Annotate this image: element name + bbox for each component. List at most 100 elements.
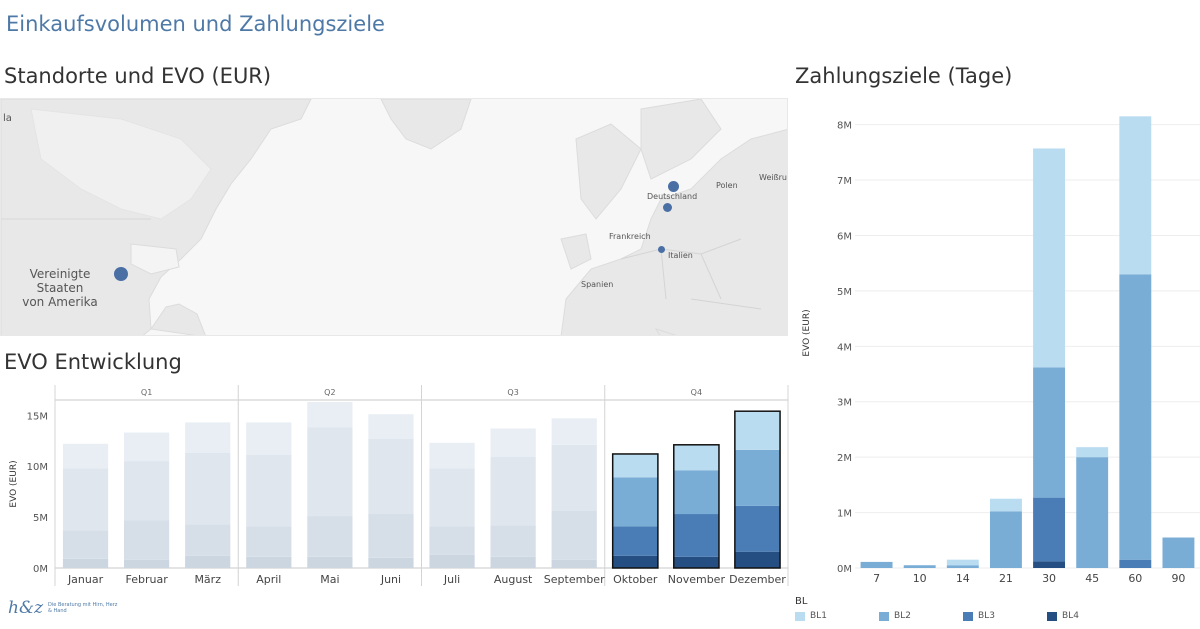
bar-segment-bl1[interactable] bbox=[185, 422, 231, 453]
bar-segment-bl1[interactable] bbox=[1033, 148, 1066, 368]
location-marker-deutschland-north[interactable] bbox=[668, 181, 679, 192]
bar-segment-bl1[interactable] bbox=[1076, 447, 1109, 458]
bar-segment-bl1[interactable] bbox=[490, 428, 536, 458]
bar-segment-bl3[interactable] bbox=[1119, 559, 1152, 568]
bar-segment-bl3[interactable] bbox=[246, 526, 292, 557]
bar-segment-bl2[interactable] bbox=[903, 565, 936, 568]
y-tick-label: 4M bbox=[837, 342, 852, 353]
dashboard-title: Einkaufsvolumen und Zahlungsziele bbox=[6, 12, 385, 36]
bar-segment-bl1[interactable] bbox=[734, 411, 781, 450]
bar-segment-bl3[interactable] bbox=[673, 514, 719, 557]
legend-swatch bbox=[963, 611, 973, 621]
bar-segment-bl1[interactable] bbox=[551, 418, 597, 445]
y-tick-label: 10M bbox=[27, 462, 48, 473]
bar-segment-bl2[interactable] bbox=[246, 454, 292, 527]
x-tick-label: Januar bbox=[67, 573, 104, 586]
company-logo: h&z Die Beratung mit Hirn, Herz & Hand bbox=[8, 598, 118, 618]
map-background bbox=[1, 99, 787, 335]
evo-development-chart[interactable]: Q1 Q2 Q3 Q4 0M 5M 10M 15M EVO (EUR) Januar Februar… bbox=[0, 382, 790, 592]
bar-segment-bl4[interactable] bbox=[307, 556, 353, 568]
bar-segment-bl4[interactable] bbox=[1033, 561, 1066, 568]
bar-segment-bl4[interactable] bbox=[673, 556, 719, 568]
bar-segment-bl2[interactable] bbox=[124, 461, 170, 521]
bar-segment-bl1[interactable] bbox=[62, 443, 109, 469]
bar-segment-bl1[interactable] bbox=[612, 453, 658, 478]
bar-segment-bl2[interactable] bbox=[307, 427, 353, 517]
legend-swatch bbox=[795, 611, 805, 621]
bar-segment-bl2[interactable] bbox=[1076, 457, 1109, 568]
legend-label: BL2 bbox=[894, 611, 911, 621]
bar-segment-bl2[interactable] bbox=[551, 444, 597, 511]
bar-segment-bl3[interactable] bbox=[307, 516, 353, 557]
bar-segment-bl1[interactable] bbox=[368, 414, 414, 439]
legend-item-bl1[interactable]: BL1 bbox=[795, 611, 827, 621]
bar-segment-bl4[interactable] bbox=[490, 556, 536, 568]
legend-item-bl4[interactable]: BL4 bbox=[1047, 611, 1079, 621]
bar-segment-bl2[interactable] bbox=[1119, 274, 1152, 560]
legend-item-bl3[interactable]: BL3 bbox=[963, 611, 995, 621]
bar-segment-bl1[interactable] bbox=[989, 498, 1022, 512]
bar-segment-bl2[interactable] bbox=[185, 452, 231, 525]
bar-segment-bl1[interactable] bbox=[673, 444, 719, 471]
legend-swatch bbox=[1047, 611, 1057, 621]
bar-segment-bl3[interactable] bbox=[551, 510, 597, 560]
location-marker-italien[interactable] bbox=[658, 246, 665, 253]
legend-label: BL3 bbox=[978, 611, 995, 621]
bar-segment-bl2[interactable] bbox=[1033, 367, 1066, 498]
x-tick-label: September bbox=[544, 573, 605, 586]
location-marker-usa[interactable] bbox=[114, 267, 128, 281]
bar-segment-bl3[interactable] bbox=[62, 530, 109, 559]
bar-segment-bl3[interactable] bbox=[185, 524, 231, 556]
bar-segment-bl1[interactable] bbox=[429, 442, 475, 469]
bar-segment-bl1[interactable] bbox=[124, 432, 170, 462]
bar-segment-bl2[interactable] bbox=[1162, 537, 1195, 568]
bar-segment-bl2[interactable] bbox=[673, 470, 719, 515]
map-label-frankreich: Frankreich bbox=[609, 232, 651, 241]
bar-segment-bl2[interactable] bbox=[490, 457, 536, 526]
bar-segment-bl1[interactable] bbox=[946, 559, 979, 566]
bar-segment-bl4[interactable] bbox=[368, 557, 414, 568]
bar-segment-bl3[interactable] bbox=[612, 526, 658, 556]
bar-segment-bl2[interactable] bbox=[429, 468, 475, 527]
x-tick-label: April bbox=[256, 573, 281, 586]
y-tick-label: 15M bbox=[27, 411, 48, 422]
logo-mark: h&z bbox=[8, 598, 44, 618]
bar-segment-bl1[interactable] bbox=[246, 422, 292, 455]
map-label-spanien: Spanien bbox=[581, 280, 614, 289]
bar-segment-bl4[interactable] bbox=[612, 555, 658, 568]
y-axis-label: EVO (EUR) bbox=[802, 309, 812, 356]
location-marker-deutschland-south[interactable] bbox=[663, 203, 672, 212]
bar-segment-bl4[interactable] bbox=[124, 559, 170, 568]
bar-segment-bl4[interactable] bbox=[185, 555, 231, 568]
legend-item-bl2[interactable]: BL2 bbox=[879, 611, 911, 621]
bar-segment-bl2[interactable] bbox=[989, 511, 1022, 568]
bar-segment-bl1[interactable] bbox=[307, 402, 353, 428]
bar-segment-bl4[interactable] bbox=[551, 559, 597, 568]
bar-highlight-outline bbox=[611, 453, 659, 569]
y-tick-label: 2M bbox=[837, 453, 852, 464]
bar-segment-bl2[interactable] bbox=[860, 561, 893, 568]
bar-segment-bl3[interactable] bbox=[124, 520, 170, 560]
bar-segment-bl3[interactable] bbox=[734, 505, 781, 552]
bar-segment-bl3[interactable] bbox=[1033, 497, 1066, 562]
bar-segment-bl2[interactable] bbox=[734, 449, 781, 506]
x-tick-label: November bbox=[668, 573, 726, 586]
bar-segment-bl4[interactable] bbox=[429, 554, 475, 568]
y-tick-label: 1M bbox=[837, 509, 852, 520]
bar-segment-bl4[interactable] bbox=[246, 556, 292, 568]
bar-segment-bl3[interactable] bbox=[429, 526, 475, 555]
y-axis-label: EVO (EUR) bbox=[9, 460, 19, 507]
x-tick-label: Juli bbox=[443, 573, 460, 586]
bar-segment-bl1[interactable] bbox=[1119, 116, 1152, 275]
payment-terms-chart[interactable]: 0M 1M 2M 3M 4M 5M 6M 7M 8M EVO (EUR) 7 10 14 21 30 45 60… bbox=[795, 98, 1200, 592]
y-tick-label: 5M bbox=[33, 513, 48, 524]
bar-segment-bl4[interactable] bbox=[734, 551, 781, 568]
bar-segment-bl3[interactable] bbox=[490, 525, 536, 557]
bar-segment-bl2[interactable] bbox=[368, 438, 414, 515]
bar-segment-bl3[interactable] bbox=[368, 514, 414, 558]
bar-segment-bl2[interactable] bbox=[612, 477, 658, 527]
bar-segment-bl2[interactable] bbox=[946, 565, 979, 568]
bar-segment-bl4[interactable] bbox=[62, 558, 109, 568]
bar-segment-bl2[interactable] bbox=[62, 468, 109, 531]
location-map[interactable]: la Vereinigte Staaten von Amerika Polen We… bbox=[0, 98, 788, 336]
